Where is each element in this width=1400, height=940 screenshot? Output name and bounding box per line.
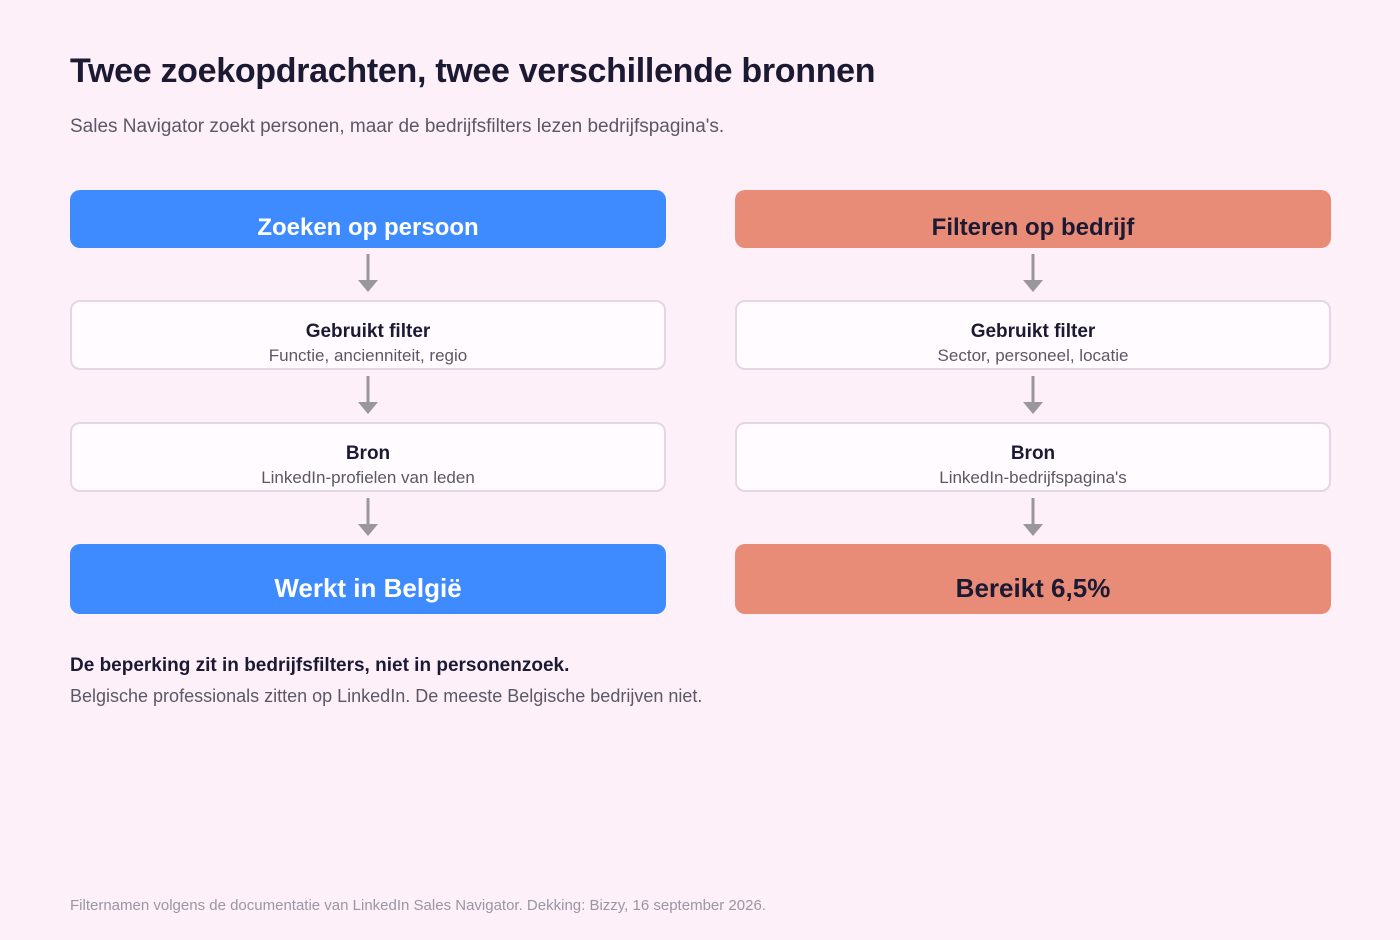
person-filter-box: Gebruikt filter Functie, ancienniteit, r… [70, 300, 666, 370]
company-source-box: Bron LinkedIn-bedrijfspagina's [735, 422, 1331, 492]
person-search-header: Zoeken op persoon [70, 190, 666, 248]
company-filter-column: Filteren op bedrijf Gebruikt filter Sect… [735, 190, 1331, 614]
page-title: Twee zoekopdrachten, twee verschillende … [70, 52, 875, 91]
company-filter-box: Gebruikt filter Sector, personeel, locat… [735, 300, 1331, 370]
person-filter-value: Functie, ancienniteit, regio [269, 345, 467, 367]
page-subtitle: Sales Navigator zoekt personen, maar de … [70, 116, 724, 138]
person-source-label: Bron [346, 441, 390, 467]
note-text: Belgische professionals zitten op Linked… [70, 686, 702, 707]
arrow-down-icon [70, 248, 666, 300]
footer-source-note: Filternamen volgens de documentatie van … [70, 897, 766, 914]
arrow-down-icon [735, 370, 1331, 422]
arrow-down-icon [70, 492, 666, 544]
note-title: De beperking zit in bedrijfsfilters, nie… [70, 655, 569, 677]
company-filter-header: Filteren op bedrijf [735, 190, 1331, 248]
person-search-column: Zoeken op persoon Gebruikt filter Functi… [70, 190, 666, 614]
arrow-down-icon [735, 492, 1331, 544]
person-search-result: Werkt in België [70, 544, 666, 614]
company-filter-value: Sector, personeel, locatie [938, 345, 1129, 367]
person-source-value: LinkedIn-profielen van leden [261, 467, 475, 489]
company-source-label: Bron [1011, 441, 1055, 467]
company-filter-label: Gebruikt filter [971, 319, 1096, 345]
company-source-value: LinkedIn-bedrijfspagina's [939, 467, 1127, 489]
company-filter-result: Bereikt 6,5% [735, 544, 1331, 614]
person-source-box: Bron LinkedIn-profielen van leden [70, 422, 666, 492]
arrow-down-icon [735, 248, 1331, 300]
person-filter-label: Gebruikt filter [306, 319, 431, 345]
arrow-down-icon [70, 370, 666, 422]
